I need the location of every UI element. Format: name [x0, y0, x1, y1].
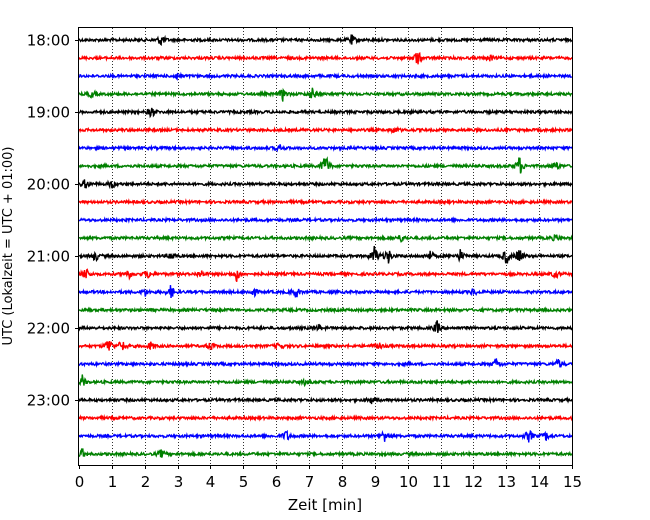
trace-7	[78, 156, 573, 174]
x-tick-label-0: 0	[75, 473, 85, 491]
trace-11	[78, 234, 573, 243]
x-tick-label-9: 9	[371, 473, 381, 491]
y-axis: 18:00 19:00 20:00 21:00 22:00 23:00	[27, 32, 79, 410]
y-tick-label-0: 18:00	[27, 32, 70, 50]
grid-lines	[112, 28, 540, 465]
y-tick-label-1: 19:00	[27, 104, 70, 122]
trace-9	[78, 198, 573, 206]
y-tick-label-4: 22:00	[27, 320, 70, 338]
x-tick-label-14: 14	[530, 473, 549, 491]
x-tick-label-6: 6	[272, 473, 282, 491]
trace-20	[78, 396, 573, 405]
x-tick-label-12: 12	[464, 473, 483, 491]
x-tick-label-5: 5	[239, 473, 249, 491]
trace-10	[78, 216, 573, 224]
trace-17	[78, 340, 573, 351]
trace-23	[78, 448, 573, 458]
seismic-traces	[78, 34, 573, 458]
trace-22	[78, 429, 573, 443]
x-axis: 0 1 2 3 4 5 6 7 8 9 10 11 12 13 14 15	[75, 465, 582, 491]
x-tick-label-11: 11	[432, 473, 451, 491]
trace-15	[78, 306, 573, 315]
y-tick-label-5: 23:00	[27, 392, 70, 410]
trace-8	[78, 179, 573, 190]
trace-19	[78, 374, 573, 388]
trace-13	[78, 268, 573, 282]
trace-16	[78, 320, 573, 333]
trace-12	[78, 245, 573, 264]
trace-6	[78, 144, 573, 153]
x-tick-label-13: 13	[497, 473, 516, 491]
trace-3	[78, 87, 573, 102]
plot-frame	[78, 27, 573, 466]
x-tick-label-4: 4	[206, 473, 216, 491]
trace-2	[78, 71, 573, 82]
x-tick-label-8: 8	[338, 473, 348, 491]
x-axis-label: Zeit [min]	[288, 496, 362, 514]
trace-0	[78, 34, 573, 46]
y-axis-label: UTC (Lokalzeit = UTC + 01:00)	[1, 147, 16, 346]
trace-5	[78, 125, 573, 135]
y-tick-label-2: 20:00	[27, 176, 70, 194]
x-tick-label-7: 7	[305, 473, 315, 491]
x-tick-label-10: 10	[399, 473, 418, 491]
x-tick-label-15: 15	[563, 473, 582, 491]
trace-21	[78, 414, 573, 422]
x-tick-label-1: 1	[108, 473, 118, 491]
x-tick-label-2: 2	[141, 473, 151, 491]
trace-14	[78, 285, 573, 299]
x-tick-label-3: 3	[174, 473, 184, 491]
trace-1	[78, 52, 573, 65]
y-tick-label-3: 21:00	[27, 248, 70, 266]
trace-18	[78, 358, 573, 368]
trace-4	[78, 107, 573, 119]
